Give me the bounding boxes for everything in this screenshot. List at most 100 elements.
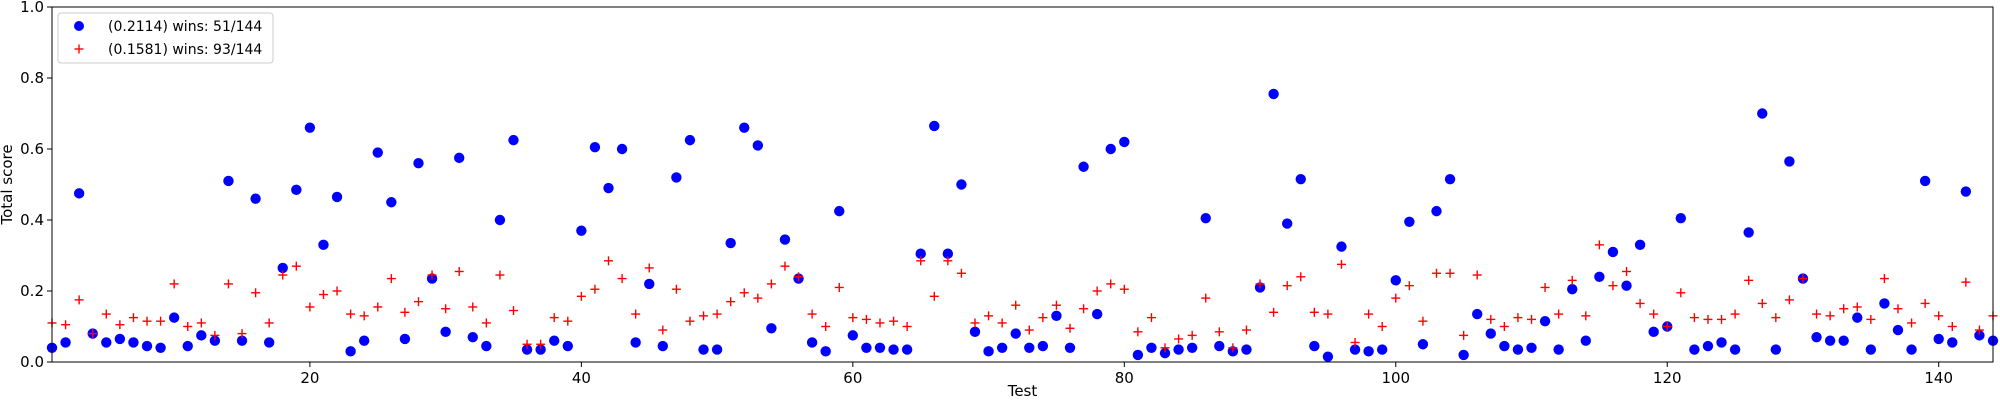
data-point-circle bbox=[1037, 340, 1049, 352]
data-point-plus bbox=[1594, 240, 1604, 250]
data-point-circle bbox=[1567, 284, 1578, 295]
data-point-circle bbox=[820, 346, 831, 357]
data-point-plus bbox=[1744, 275, 1754, 285]
data-point-circle bbox=[1146, 342, 1157, 353]
data-point-circle bbox=[847, 330, 859, 341]
data-point-circle bbox=[1349, 344, 1361, 355]
data-point-circle bbox=[1648, 326, 1659, 338]
data-point-plus bbox=[1622, 266, 1632, 276]
data-point-circle bbox=[182, 340, 193, 352]
data-point-plus bbox=[956, 268, 966, 278]
data-point-circle bbox=[644, 278, 655, 290]
data-point-plus bbox=[712, 309, 722, 319]
data-point-circle bbox=[1512, 344, 1524, 355]
data-point-plus bbox=[169, 279, 179, 289]
data-point-plus bbox=[1689, 313, 1699, 323]
x-axis-label: Test bbox=[1007, 382, 1038, 400]
data-point-circle bbox=[1702, 340, 1714, 352]
data-point-plus bbox=[699, 311, 709, 321]
data-point-plus bbox=[251, 288, 261, 298]
data-point-circle bbox=[141, 340, 153, 352]
data-point-plus bbox=[1974, 325, 1984, 335]
data-point-circle bbox=[725, 237, 736, 249]
data-point-plus bbox=[604, 256, 614, 266]
legend-circle-marker bbox=[74, 21, 84, 31]
data-point-plus bbox=[1255, 279, 1265, 289]
data-point-plus bbox=[1527, 314, 1537, 324]
data-point-plus bbox=[1608, 281, 1618, 291]
data-point-plus bbox=[1024, 325, 1034, 335]
data-point-plus bbox=[1784, 295, 1794, 305]
legend: (0.2114) wins: 51/144 (0.1581) wins: 93/… bbox=[57, 12, 274, 64]
data-point-plus bbox=[1635, 298, 1645, 308]
data-point-plus bbox=[780, 261, 790, 271]
data-point-plus bbox=[1011, 300, 1021, 310]
y-tick-label: 0.0 bbox=[20, 353, 44, 371]
data-point-plus bbox=[685, 316, 695, 326]
data-point-circle bbox=[1770, 344, 1782, 355]
data-point-plus bbox=[1839, 304, 1849, 314]
data-point-plus bbox=[875, 318, 885, 328]
data-point-circle bbox=[1322, 351, 1334, 362]
data-point-plus bbox=[1459, 330, 1469, 340]
data-point-circle bbox=[549, 335, 560, 346]
data-point-plus bbox=[590, 284, 600, 294]
data-point-plus bbox=[943, 256, 953, 266]
data-point-circle bbox=[508, 134, 519, 146]
data-point-plus bbox=[373, 302, 383, 312]
data-point-circle bbox=[481, 340, 492, 352]
data-point-circle bbox=[467, 331, 478, 343]
data-point-circle bbox=[1919, 175, 1931, 187]
data-point-circle bbox=[277, 262, 288, 274]
data-point-circle bbox=[250, 193, 261, 204]
data-point-plus bbox=[156, 316, 166, 326]
data-point-circle bbox=[1214, 340, 1225, 352]
data-point-plus bbox=[441, 304, 451, 314]
data-point-plus bbox=[1567, 275, 1577, 285]
data-point-circle bbox=[1186, 342, 1198, 353]
data-point-circle bbox=[711, 344, 723, 355]
data-point-plus bbox=[658, 325, 668, 335]
data-point-circle bbox=[874, 342, 886, 353]
data-point-plus bbox=[291, 261, 301, 271]
data-point-circle bbox=[562, 340, 573, 352]
data-point-circle bbox=[1472, 308, 1483, 320]
data-point-circle bbox=[1119, 136, 1130, 148]
data-point-plus bbox=[1947, 322, 1957, 331]
data-point-plus bbox=[1323, 309, 1333, 319]
data-point-plus bbox=[1934, 311, 1944, 321]
data-point-plus bbox=[1187, 330, 1197, 340]
data-point-circle bbox=[1933, 333, 1944, 345]
data-point-circle bbox=[657, 340, 669, 352]
data-point-circle bbox=[1051, 310, 1062, 322]
y-axis-ticks: 0.0 0.2 0.4 0.6 0.8 1.0 bbox=[20, 0, 52, 371]
legend-box bbox=[57, 12, 274, 64]
data-point-plus bbox=[984, 311, 994, 321]
data-point-circle bbox=[576, 225, 587, 236]
data-point-plus bbox=[1852, 302, 1862, 312]
data-point-circle bbox=[209, 335, 221, 346]
data-point-circle bbox=[1376, 344, 1388, 355]
data-point-circle bbox=[1784, 156, 1795, 167]
data-point-circle bbox=[1336, 241, 1347, 252]
data-point-circle bbox=[494, 214, 506, 226]
data-point-circle bbox=[60, 337, 71, 348]
data-point-circle bbox=[155, 342, 166, 353]
data-point-circle bbox=[1906, 344, 1917, 355]
data-point-plus bbox=[1106, 279, 1116, 289]
data-point-plus bbox=[183, 322, 193, 331]
data-point-plus bbox=[318, 290, 328, 300]
data-point-circle bbox=[1757, 108, 1768, 119]
y-axis-label: Total score bbox=[0, 144, 16, 225]
data-point-circle bbox=[915, 248, 926, 259]
data-point-plus bbox=[1472, 270, 1482, 280]
data-point-plus bbox=[970, 318, 980, 328]
data-point-circle bbox=[1485, 328, 1496, 339]
data-point-circle bbox=[1064, 342, 1076, 353]
data-point-plus bbox=[278, 270, 288, 280]
data-point-plus bbox=[1486, 314, 1496, 324]
x-tick-label: 20 bbox=[300, 369, 319, 387]
data-point-plus bbox=[889, 316, 899, 326]
data-point-circle bbox=[1729, 344, 1741, 355]
data-point-circle bbox=[521, 344, 533, 355]
